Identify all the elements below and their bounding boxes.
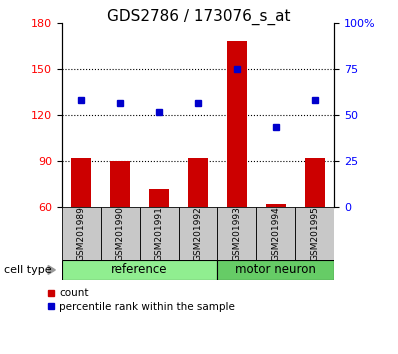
Text: GSM201989: GSM201989 bbox=[77, 206, 86, 261]
Bar bbox=[266, 204, 286, 207]
Bar bbox=[217, 207, 256, 260]
Bar bbox=[179, 207, 217, 260]
Text: GSM201993: GSM201993 bbox=[232, 206, 242, 261]
Text: GDS2786 / 173076_s_at: GDS2786 / 173076_s_at bbox=[107, 9, 291, 25]
Bar bbox=[62, 207, 101, 260]
Text: GSM201992: GSM201992 bbox=[193, 206, 203, 261]
Text: motor neuron: motor neuron bbox=[236, 263, 316, 276]
Text: GSM201994: GSM201994 bbox=[271, 206, 281, 261]
Bar bbox=[256, 207, 295, 260]
Bar bbox=[295, 207, 334, 260]
Bar bbox=[227, 41, 247, 207]
Text: reference: reference bbox=[111, 263, 168, 276]
Bar bbox=[71, 158, 91, 207]
Bar bbox=[305, 158, 325, 207]
Bar bbox=[140, 207, 179, 260]
Bar bbox=[217, 260, 334, 280]
Legend: count, percentile rank within the sample: count, percentile rank within the sample bbox=[47, 289, 235, 312]
Text: GSM201995: GSM201995 bbox=[310, 206, 319, 261]
Bar bbox=[110, 161, 130, 207]
Bar bbox=[188, 158, 208, 207]
Text: GSM201991: GSM201991 bbox=[154, 206, 164, 261]
Bar bbox=[101, 207, 140, 260]
Text: GSM201990: GSM201990 bbox=[115, 206, 125, 261]
Text: cell type: cell type bbox=[4, 265, 52, 275]
Bar bbox=[149, 189, 169, 207]
Bar bbox=[62, 260, 217, 280]
